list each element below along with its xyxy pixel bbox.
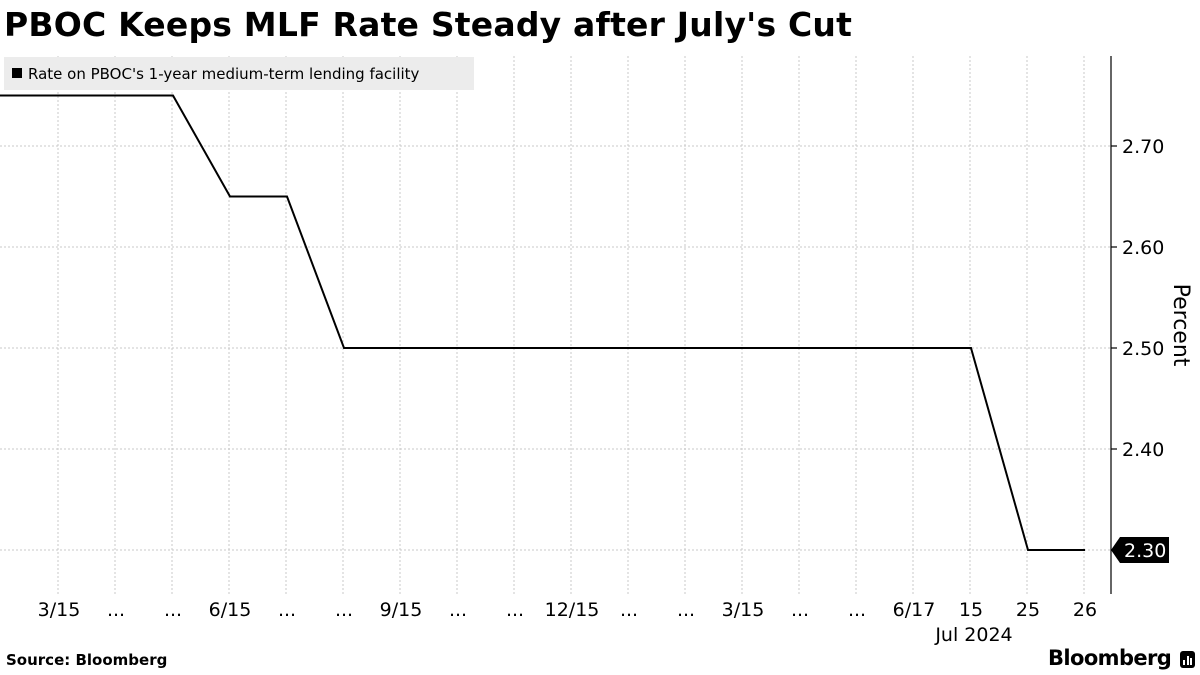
- legend-label: Rate on PBOC's 1-year medium-term lendin…: [28, 65, 420, 83]
- x-tick-label: ...: [164, 599, 182, 621]
- y-axis-title: Percent: [1168, 284, 1193, 367]
- x-tick-label: ...: [677, 599, 695, 621]
- y-tick-label: 2.70: [1122, 136, 1164, 158]
- legend-swatch: [12, 68, 22, 78]
- x-tick-label: ...: [620, 599, 638, 621]
- x-tick-label: ...: [848, 599, 866, 621]
- x-tick-label: ...: [107, 599, 125, 621]
- x-tick-label: ...: [278, 599, 296, 621]
- x-tick-label: ...: [791, 599, 809, 621]
- last-value-badge: 2.30: [1111, 537, 1169, 563]
- y-tick-label: 2.60: [1122, 237, 1164, 259]
- x-tick-label: ...: [506, 599, 524, 621]
- bloomberg-chart-icon: [1180, 651, 1195, 668]
- legend-box: [4, 57, 474, 90]
- gridlines: [0, 56, 1111, 594]
- source-note: Source: Bloomberg: [6, 651, 168, 669]
- x-tick-label: ...: [335, 599, 353, 621]
- x-axis-group-label: Jul 2024: [934, 624, 1012, 646]
- x-tick-label: 6/15: [209, 599, 252, 621]
- x-tick-label: 15: [959, 599, 983, 621]
- y-tick-label: 2.50: [1122, 338, 1164, 360]
- x-tick-label: 25: [1016, 599, 1040, 621]
- y-tick-label: 2.40: [1122, 439, 1164, 461]
- x-tick-label: 3/15: [38, 599, 81, 621]
- x-tick-label: 6/17: [893, 599, 936, 621]
- x-tick-label: 12/15: [545, 599, 600, 621]
- series-line: [0, 94, 1085, 551]
- x-axis-labels: 3/15...... 6/15...... 9/15...... 12/15.....…: [38, 599, 1097, 621]
- x-tick-label: 26: [1073, 599, 1097, 621]
- chart-title: PBOC Keeps MLF Rate Steady after July's …: [4, 5, 853, 44]
- x-tick-label: 9/15: [380, 599, 423, 621]
- last-value-badge-shape: [1111, 537, 1169, 563]
- x-tick-label: 3/15: [722, 599, 765, 621]
- y-axis-ticks: 2.70 2.60 2.50 2.40: [1111, 136, 1164, 551]
- brand-logo: Bloomberg: [1048, 646, 1172, 670]
- last-value-label: 2.30: [1124, 540, 1166, 562]
- x-tick-label: ...: [449, 599, 467, 621]
